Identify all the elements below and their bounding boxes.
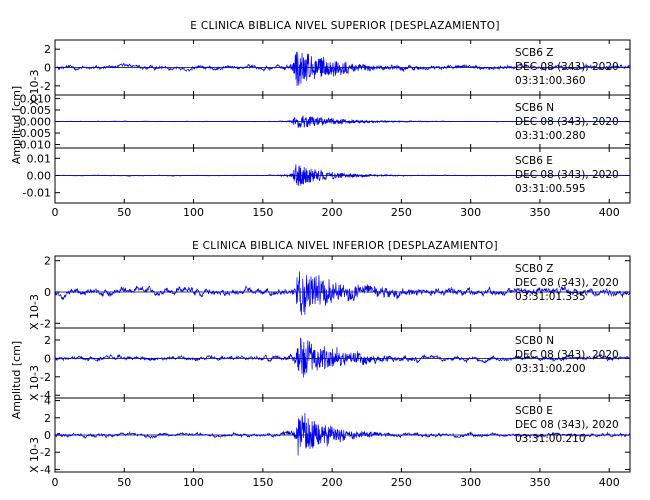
lower-panel-z-date-label: DEC 08 (343), 2020 bbox=[515, 277, 619, 289]
lower-panel-e-ytick-label: -4 bbox=[40, 463, 51, 476]
upper-panel-e-ytick-label: 0.01 bbox=[27, 152, 52, 165]
lower-block: E CLINICA BIBLICA NIVEL INFERIOR [DESPLA… bbox=[10, 240, 631, 489]
upper-panel-z-ytick-label: -2 bbox=[40, 80, 51, 93]
upper-panel-n-ytick-label: 0.005 bbox=[20, 127, 52, 140]
upper-panel-n-ytick-label: 0.010 bbox=[20, 92, 52, 105]
x-tick-label: 200 bbox=[322, 476, 343, 489]
upper-panel-z-station-label: SCB6 Z bbox=[515, 47, 553, 59]
upper-panel-n-station-label: SCB6 N bbox=[515, 102, 554, 114]
lower-panel-z-ytick-label: 2 bbox=[44, 255, 51, 268]
x-tick-label: 350 bbox=[529, 476, 550, 489]
x-tick-label: 0 bbox=[52, 476, 59, 489]
lower-panel-e-time-label: 03:31:00.210 bbox=[515, 433, 586, 445]
upper-panel-n-ytick-label: 0.010 bbox=[20, 139, 52, 152]
upper-panel-n-ytick-label: 0.005 bbox=[20, 104, 52, 117]
upper-panel-e-station-label: SCB6 E bbox=[515, 155, 553, 167]
upper-panel-z-ytick-label: 2 bbox=[44, 43, 51, 56]
lower-panel-n-date-label: DEC 08 (343), 2020 bbox=[515, 349, 619, 361]
x-tick-label: 300 bbox=[460, 476, 481, 489]
lower-x-axis: 0 50 100 150 200 250 300 350 400 bbox=[52, 476, 620, 489]
lower-panel-e-trace bbox=[54, 413, 631, 456]
x-tick-label: 350 bbox=[529, 206, 550, 219]
x-tick-label: 150 bbox=[252, 206, 273, 219]
lower-panel-z-time-label: 03:31:01.335 bbox=[515, 291, 586, 303]
x-tick-label: 250 bbox=[391, 476, 412, 489]
lower-panel-z-ytick-label: 0 bbox=[44, 286, 51, 299]
upper-panel-z-time-label: 03:31:00.360 bbox=[515, 75, 586, 87]
upper-panel-n-time-label: 03:31:00.280 bbox=[515, 130, 586, 142]
upper-panel-e-ytick-label: 0.00 bbox=[27, 170, 52, 183]
upper-panel-z-scale-label: X 10-3 bbox=[28, 70, 41, 106]
upper-panel-e-time-label: 03:31:00.595 bbox=[515, 183, 586, 195]
lower-panel-e-station-label: SCB0 E bbox=[515, 405, 553, 417]
lower-panel-n-ytick-label: 0 bbox=[44, 352, 51, 365]
lower-panel-n: -4 -2 0 2 X 10-3 SCB0 N DEC 08 (343), 2020 03:3… bbox=[28, 327, 631, 402]
x-tick-label: 100 bbox=[183, 476, 204, 489]
upper-panel-z-trace bbox=[54, 51, 631, 87]
upper-panel-z: -2 0 2 X 10-3 SCB6 Z DEC 08 (343), 2020 03:31:… bbox=[28, 39, 631, 106]
upper-panel-n-ytick-label: 0.000 bbox=[20, 116, 52, 129]
x-tick-label: 200 bbox=[322, 206, 343, 219]
upper-block-ylabel: Amplitud [cm] bbox=[10, 86, 23, 164]
lower-panel-z-station-label: SCB0 Z bbox=[515, 263, 553, 275]
lower-block-title: E CLINICA BIBLICA NIVEL INFERIOR [DESPLA… bbox=[192, 240, 498, 252]
lower-panel-e-ytick-label: 4 bbox=[44, 395, 51, 408]
x-tick-label: 400 bbox=[599, 476, 620, 489]
lower-panel-n-station-label: SCB0 N bbox=[515, 335, 554, 347]
upper-panel-z-date-label: DEC 08 (343), 2020 bbox=[515, 61, 619, 73]
lower-panel-n-ytick-label: -4 bbox=[40, 389, 51, 402]
x-tick-label: 150 bbox=[252, 476, 273, 489]
upper-panel-e-ytick-label: -0.01 bbox=[23, 187, 51, 200]
lower-panel-n-ytick-label: 2 bbox=[44, 334, 51, 347]
upper-x-axis: 0 50 100 150 200 250 300 350 400 bbox=[52, 206, 620, 219]
lower-panel-e-ytick-label: -2 bbox=[40, 446, 51, 459]
upper-panel-e-date-label: DEC 08 (343), 2020 bbox=[515, 169, 619, 181]
x-tick-label: 400 bbox=[599, 206, 620, 219]
lower-panel-n-time-label: 03:31:00.200 bbox=[515, 363, 586, 375]
x-tick-label: 250 bbox=[391, 206, 412, 219]
x-tick-label: 300 bbox=[460, 206, 481, 219]
lower-panel-z-scale-label: X 10-3 bbox=[28, 294, 41, 330]
upper-panel-z-ytick-label: 0 bbox=[44, 62, 51, 75]
x-tick-label: 0 bbox=[52, 206, 59, 219]
lower-panel-n-ytick-label: -2 bbox=[40, 371, 51, 384]
upper-panel-n-trace bbox=[54, 115, 631, 128]
lower-panel-e-ytick-label: 0 bbox=[44, 429, 51, 442]
upper-block: E CLINICA BIBLICA NIVEL SUPERIOR [DESPLA… bbox=[10, 20, 631, 219]
lower-panel-z-ytick-label: -2 bbox=[40, 317, 51, 330]
x-tick-label: 50 bbox=[117, 206, 131, 219]
upper-panels: -2 0 2 X 10-3 SCB6 Z DEC 08 (343), 2020 03:31:… bbox=[20, 39, 631, 204]
lower-panel-n-trace bbox=[54, 337, 631, 378]
lower-panel-e: -4 -2 0 2 4 X 10-3 SCB0 E DEC 08 (343), 2020 03:… bbox=[28, 395, 631, 476]
lower-block-ylabel: Amplitud [cm] bbox=[10, 341, 23, 419]
lower-panel-z: -2 0 2 X 10-3 SCB0 Z DEC 08 (343), 2020 03:31:… bbox=[28, 255, 631, 330]
upper-panel-e-trace bbox=[54, 164, 631, 186]
upper-block-title: E CLINICA BIBLICA NIVEL SUPERIOR [DESPLA… bbox=[190, 20, 500, 32]
lower-panel-n-scale-label: X 10-3 bbox=[28, 365, 41, 401]
lower-panel-e-ytick-label: 2 bbox=[44, 412, 51, 425]
x-tick-label: 100 bbox=[183, 206, 204, 219]
x-tick-label: 50 bbox=[117, 476, 131, 489]
lower-panel-e-scale-label: X 10-3 bbox=[28, 437, 41, 473]
upper-panel-n-date-label: DEC 08 (343), 2020 bbox=[515, 116, 619, 128]
lower-panel-e-date-label: DEC 08 (343), 2020 bbox=[515, 419, 619, 431]
upper-panel-e: -0.01 0.00 0.01 SCB6 E DEC 08 (343), 2020 03:… bbox=[23, 147, 631, 204]
lower-panel-z-trace bbox=[54, 271, 631, 316]
